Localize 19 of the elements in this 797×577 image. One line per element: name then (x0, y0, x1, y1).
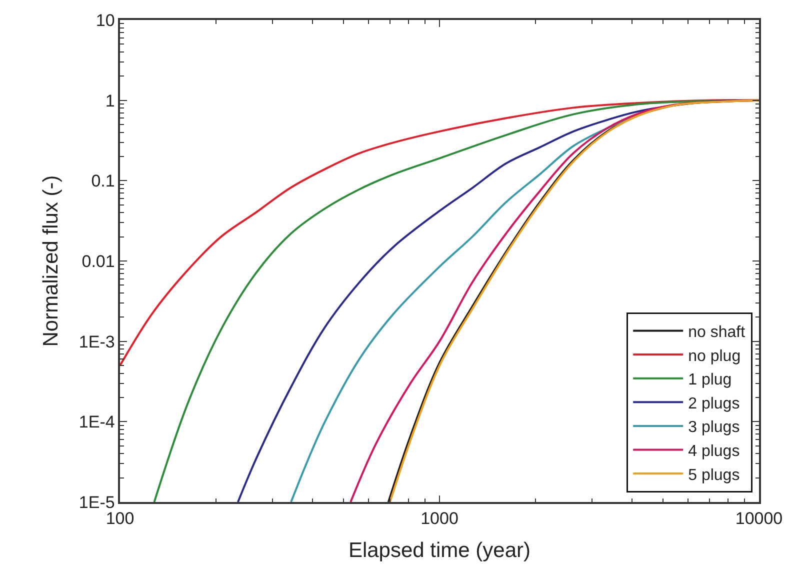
y-tick-label: 0.1 (91, 172, 115, 191)
legend-label: 3 plugs (688, 419, 740, 436)
x-tick-label: 100 (106, 509, 134, 528)
legend-label: 5 plugs (688, 466, 740, 484)
legend-label: 1 plug (688, 372, 732, 389)
legend-label: 2 plugs (688, 395, 740, 412)
y-tick-label: 1E-4 (78, 412, 115, 432)
y-tick-label: 0.01 (82, 252, 115, 271)
y-tick-label: 1E-3 (78, 332, 115, 352)
y-tick-label: 1E-5 (78, 492, 115, 512)
x-tick-label: 10000 (735, 509, 783, 528)
x-tick-label: 1000 (420, 509, 458, 528)
legend-label: 4 plugs (688, 443, 740, 460)
x-axis-title: Elapsed time (year) (348, 538, 531, 562)
y-tick-label: 1 (105, 91, 115, 110)
legend-label: no plug (688, 348, 741, 365)
legend-label: no shaft (688, 324, 746, 341)
y-axis-title: Normalized flux (-) (40, 175, 63, 347)
y-tick-label: 10 (96, 10, 115, 30)
